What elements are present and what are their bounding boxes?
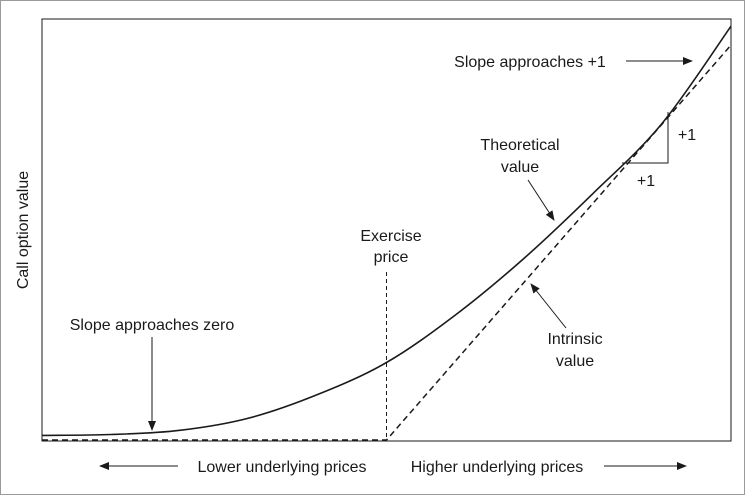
- theoretical-value-arrow: [527, 179, 555, 221]
- slope-zero-annotation: Slope approaches zero: [70, 317, 235, 334]
- intrinsic-value-line: [42, 44, 732, 441]
- intrinsic-value-arrow: [530, 283, 567, 329]
- intrinsic-value-label-line2: value: [556, 353, 594, 370]
- y-axis-label: Call option value: [15, 171, 32, 289]
- slope-triangle: [622, 112, 669, 164]
- exercise-price-label-line1: Exercise: [360, 228, 421, 245]
- intrinsic-value-label-line1: Intrinsic: [547, 331, 602, 348]
- triangle-rise-label: +1: [678, 127, 696, 144]
- plot-area: [41, 18, 732, 442]
- theoretical-value-label-line1: Theoretical: [480, 137, 559, 154]
- slope-one-annotation: Slope approaches +1: [454, 54, 606, 71]
- triangle-run-label: +1: [637, 173, 655, 190]
- lower-prices-label: Lower underlying prices: [198, 459, 367, 476]
- theoretical-value-label-line2: value: [501, 159, 539, 176]
- higher-prices-label: Higher underlying prices: [411, 459, 584, 476]
- exercise-price-label-line2: price: [374, 249, 409, 266]
